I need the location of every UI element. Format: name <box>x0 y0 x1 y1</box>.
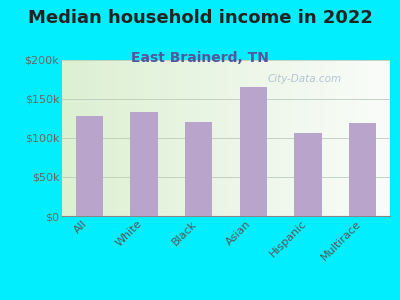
Text: East Brainerd, TN: East Brainerd, TN <box>131 51 269 65</box>
Text: Median household income in 2022: Median household income in 2022 <box>28 9 372 27</box>
Bar <box>294 133 322 216</box>
Bar <box>130 112 158 216</box>
Bar <box>240 87 267 216</box>
Bar <box>76 116 103 216</box>
Bar <box>185 122 212 216</box>
Text: City-Data.com: City-Data.com <box>268 74 342 84</box>
Bar <box>349 123 376 216</box>
